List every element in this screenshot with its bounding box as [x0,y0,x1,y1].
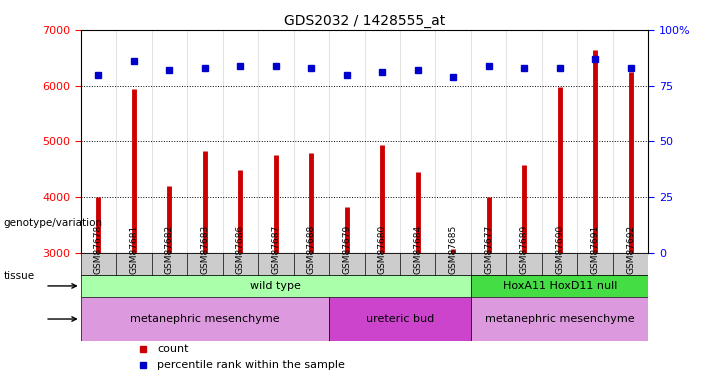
Text: percentile rank within the sample: percentile rank within the sample [157,360,345,370]
Bar [81,297,329,341]
Text: GSM87679: GSM87679 [342,225,351,274]
Text: GSM87680: GSM87680 [378,225,387,274]
Bar [471,275,648,297]
Text: GSM87683: GSM87683 [200,225,210,274]
Text: count: count [157,344,189,354]
Text: GSM87692: GSM87692 [626,225,635,274]
Text: wild type: wild type [250,281,301,291]
Text: GSM87690: GSM87690 [555,225,564,274]
Text: GSM87677: GSM87677 [484,225,494,274]
Text: GSM87686: GSM87686 [236,225,245,274]
Title: GDS2032 / 1428555_at: GDS2032 / 1428555_at [284,13,445,28]
Text: GSM87688: GSM87688 [307,225,315,274]
Bar [471,297,648,341]
Text: metanephric mesenchyme: metanephric mesenchyme [485,314,634,324]
Text: GSM87685: GSM87685 [449,225,458,274]
Text: GSM87684: GSM87684 [414,225,422,274]
Text: GSM87687: GSM87687 [271,225,280,274]
Text: GSM87681: GSM87681 [130,225,138,274]
Text: GSM87682: GSM87682 [165,225,174,274]
Text: tissue: tissue [4,271,34,280]
Text: metanephric mesenchyme: metanephric mesenchyme [130,314,280,324]
Bar [81,253,648,275]
Text: GSM87691: GSM87691 [591,225,599,274]
Text: GSM87689: GSM87689 [519,225,529,274]
Bar [329,297,471,341]
Text: GSM87678: GSM87678 [94,225,103,274]
Bar [81,275,471,297]
Text: HoxA11 HoxD11 null: HoxA11 HoxD11 null [503,281,617,291]
Text: ureteric bud: ureteric bud [366,314,434,324]
Text: genotype/variation: genotype/variation [4,218,102,228]
